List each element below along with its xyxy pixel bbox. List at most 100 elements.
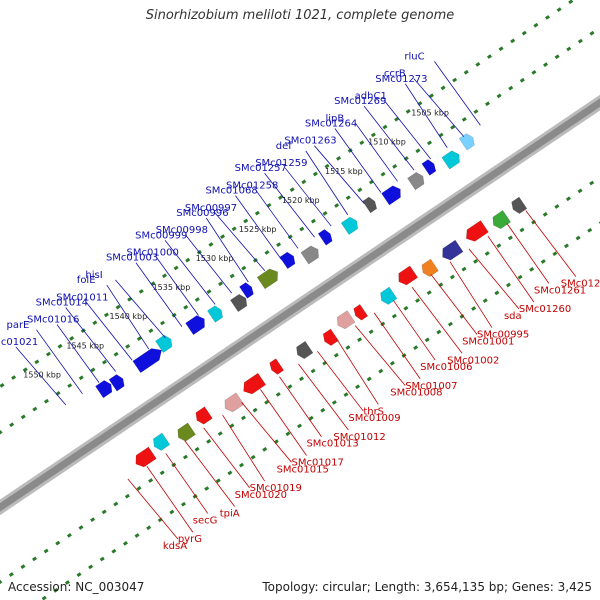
reverse-gene <box>322 328 339 346</box>
forward-leader <box>65 307 116 372</box>
tick-mark <box>378 368 384 374</box>
tick-mark <box>136 486 142 491</box>
tick-mark <box>45 351 51 357</box>
forward-gene-label: hisI <box>85 270 102 281</box>
tick-mark <box>103 312 109 318</box>
reverse-leader <box>184 440 236 507</box>
reverse-leader <box>525 210 577 277</box>
reverse-gene-label: SMc01261 <box>534 285 586 296</box>
forward-gene <box>108 374 125 392</box>
reverse-leader <box>146 465 194 533</box>
tick-mark <box>243 218 249 224</box>
tick-mark <box>380 171 386 177</box>
forward-leader <box>235 195 282 260</box>
reverse-leader <box>222 414 265 482</box>
tick-mark <box>343 392 349 397</box>
tick-mark <box>264 250 270 255</box>
tick-mark <box>531 219 537 225</box>
tick-mark <box>324 163 330 169</box>
tick-mark <box>185 257 191 263</box>
tick-mark <box>299 376 305 382</box>
tick-mark <box>428 93 434 99</box>
tick-mark <box>55 540 61 546</box>
tick-mark <box>308 415 314 421</box>
tick-mark <box>403 305 409 311</box>
tick-mark <box>69 336 75 341</box>
tick-mark <box>413 345 419 351</box>
scale-label: 1520 kbp <box>282 196 320 205</box>
reverse-gene-label: SMc01009 <box>348 413 400 424</box>
reverse-leader <box>335 338 379 405</box>
forward-gene <box>256 268 278 290</box>
reverse-gene <box>466 220 489 242</box>
tick-mark <box>113 501 119 507</box>
tick-mark <box>287 384 293 389</box>
tick-mark <box>473 109 479 114</box>
tick-mark <box>405 109 411 114</box>
tick-mark <box>0 430 3 435</box>
tick-mark <box>392 164 398 169</box>
forward-leader <box>36 329 83 395</box>
tick-mark <box>101 509 107 515</box>
tick-mark <box>266 202 272 208</box>
forward-gene <box>407 172 425 191</box>
tick-mark <box>345 345 351 350</box>
reverse-leader <box>392 299 436 361</box>
reverse-gene-label: SMc01008 <box>390 388 442 399</box>
reverse-gene <box>380 286 398 305</box>
forward-gene <box>230 293 248 313</box>
reverse-gene-label: tpiA <box>220 509 240 520</box>
tick-mark <box>287 234 293 240</box>
tick-mark <box>424 337 430 343</box>
tick-mark <box>334 203 340 208</box>
tick-mark <box>568 0 574 5</box>
tick-mark <box>589 30 595 36</box>
tick-mark <box>41 595 47 600</box>
forward-leader <box>384 100 431 160</box>
tick-mark <box>565 196 571 202</box>
tick-mark <box>138 289 144 294</box>
tick-mark <box>452 77 458 83</box>
tick-mark <box>252 407 258 413</box>
tick-mark <box>556 7 562 12</box>
tick-mark <box>92 320 98 326</box>
forward-gene-label: folE <box>77 275 96 286</box>
tick-mark <box>122 540 128 546</box>
tick-mark <box>587 227 593 233</box>
tick-mark <box>471 306 477 311</box>
tick-mark <box>215 478 221 484</box>
tick-mark <box>463 69 469 75</box>
forward-leader <box>56 324 100 383</box>
reverse-gene-label: SMc01007 <box>405 381 457 392</box>
reverse-gene-label: SMc01006 <box>420 362 472 373</box>
tick-mark <box>531 70 537 75</box>
forward-gene-label: SMc00996 <box>176 208 228 219</box>
forward-gene-label: SMc01264 <box>305 119 357 130</box>
tick-mark <box>76 572 82 578</box>
reverse-gene-label: SMc01017 <box>292 458 344 469</box>
forward-gene-label: SMc01014 <box>36 297 88 308</box>
scale-label: 1525 kbp <box>239 225 277 234</box>
tick-mark <box>241 265 247 271</box>
forward-gene-label: ccrB <box>384 69 406 80</box>
tick-mark <box>111 548 117 554</box>
scale-label: 1535 kbp <box>153 283 191 292</box>
tick-mark <box>289 187 295 193</box>
tick-mark <box>125 344 131 349</box>
forward-gene-label: SMc01273 <box>375 74 427 85</box>
tick-mark <box>90 367 96 373</box>
tick-mark <box>101 359 107 365</box>
tick-mark <box>67 383 73 388</box>
tick-mark <box>78 525 84 530</box>
reverse-gene-label: sda <box>504 311 522 322</box>
reverse-gene <box>336 310 356 330</box>
tick-mark <box>180 501 186 507</box>
tick-mark <box>359 140 365 146</box>
tick-mark <box>505 282 511 288</box>
tick-mark <box>136 336 142 341</box>
tick-mark <box>220 234 226 239</box>
tick-mark <box>510 38 516 44</box>
tick-mark <box>160 320 166 326</box>
